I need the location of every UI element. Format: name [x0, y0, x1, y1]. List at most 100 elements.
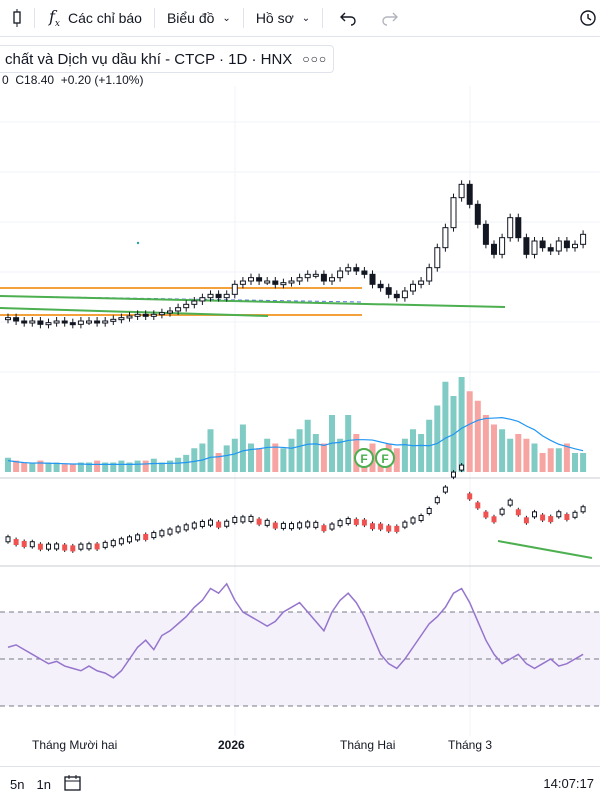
volume-bar	[86, 462, 92, 472]
candle-body	[239, 280, 246, 285]
volume-bar	[207, 429, 214, 472]
candle-body	[329, 277, 335, 282]
volume-bar	[199, 443, 206, 472]
candle-body	[5, 317, 11, 321]
close-value: C18.40	[15, 73, 55, 87]
volume-bar	[13, 460, 20, 472]
oscillator-body	[46, 543, 51, 550]
event-marker[interactable]: F	[375, 448, 395, 468]
oscillator-body	[199, 520, 205, 527]
candle-body	[531, 240, 538, 255]
candle-body	[158, 312, 165, 316]
oscillator-body	[580, 506, 586, 513]
candle-body	[563, 240, 570, 249]
volume-bar	[572, 453, 578, 472]
volume-bar	[37, 460, 44, 472]
volume-bar	[264, 438, 271, 472]
volume-bar	[482, 415, 489, 472]
candle-body	[539, 240, 546, 249]
volume-bar	[418, 434, 425, 472]
candle-body	[296, 277, 303, 282]
oscillator-body	[151, 532, 157, 539]
volume-bar	[223, 445, 230, 472]
oscillator-body	[135, 534, 141, 541]
chart-canvas[interactable]: F F	[0, 86, 600, 736]
volume-bar	[410, 429, 416, 472]
range-5d-button[interactable]: 5n	[10, 776, 25, 792]
volume-bar	[474, 400, 481, 472]
candle-body	[223, 293, 230, 299]
volume-bar	[191, 448, 198, 472]
range-1m-button[interactable]: 1n	[36, 776, 51, 792]
candle-icon	[13, 9, 21, 27]
oscillator-body	[289, 523, 294, 530]
oscillator-body	[127, 536, 132, 543]
candle-body	[426, 267, 433, 282]
oscillator-body	[175, 526, 181, 533]
volume-bar	[5, 457, 11, 472]
replay-button[interactable]	[570, 0, 600, 36]
oscillator-body	[378, 523, 384, 530]
symbol-title-box[interactable]: chất và Dịch vụ dầu khí - CTCP · 1D · HN…	[0, 45, 335, 73]
oscillator-body	[321, 525, 327, 532]
oscillator-body	[548, 516, 554, 523]
candle-body	[264, 280, 271, 284]
volume-bar	[523, 438, 530, 472]
volume-bar	[466, 391, 473, 472]
volume-bar	[102, 462, 109, 472]
volume-bar	[491, 424, 497, 472]
profile-button[interactable]: Hồ sơ ⌄	[244, 0, 322, 36]
oscillator-body	[248, 515, 254, 522]
candle-body	[29, 320, 36, 324]
candle-body	[248, 277, 254, 282]
oscillator-body	[264, 519, 270, 526]
oscillator-body	[143, 533, 149, 540]
candle-body	[410, 283, 416, 292]
volume-bar	[21, 462, 28, 472]
more-icon[interactable]: ○○○	[302, 52, 328, 66]
oscillator-body	[240, 516, 246, 523]
volume-bar	[53, 462, 60, 472]
indicators-button[interactable]: fx Các chỉ báo	[35, 0, 154, 36]
oscillator-body	[426, 507, 432, 514]
candle-body	[304, 273, 311, 279]
candle-body	[45, 322, 52, 326]
chart-type-button[interactable]: Biểu đồ ⌄	[155, 0, 243, 36]
candle-body	[102, 320, 109, 324]
oscillator-body	[110, 540, 116, 547]
price-candles	[5, 180, 587, 329]
change-value: +0.20 (+1.10%)	[60, 73, 144, 87]
volume-bar	[393, 448, 400, 472]
volume-bar	[320, 443, 327, 472]
candle-body	[418, 280, 425, 285]
x-axis-label-march: Tháng 3	[448, 738, 493, 752]
volume-bar	[580, 453, 587, 472]
fx-icon: fx	[49, 6, 60, 30]
volume-bar	[134, 460, 141, 472]
oscillator-body	[232, 516, 238, 523]
date-range-button[interactable]	[57, 774, 89, 795]
bottom-bar: 5n 1n 14:07:17	[0, 766, 600, 801]
redo-button[interactable]	[369, 0, 411, 36]
undo-button[interactable]	[323, 0, 369, 36]
event-marker[interactable]: F	[354, 448, 374, 468]
clock-time: 14:07:17	[543, 776, 594, 791]
oscillator-body	[54, 543, 60, 550]
candle-body	[320, 273, 327, 282]
redo-icon	[382, 12, 399, 26]
oscillator-body	[572, 511, 578, 518]
oscillator-body	[394, 525, 400, 532]
candle-body	[215, 293, 222, 299]
top-toolbar: fx Các chỉ báo Biểu đồ ⌄ Hồ sơ ⌄	[0, 0, 600, 37]
volume-bar	[345, 415, 352, 472]
volume-bar	[183, 454, 190, 472]
volume-bar	[499, 429, 506, 472]
toolbar-separator	[322, 8, 324, 28]
volume-bar	[167, 460, 173, 472]
candle-body	[450, 197, 457, 229]
volume-bar	[126, 462, 133, 472]
compare-button[interactable]	[0, 0, 34, 36]
oscillator-body	[451, 471, 456, 478]
candle-body	[167, 310, 173, 314]
candle-body	[458, 183, 465, 199]
